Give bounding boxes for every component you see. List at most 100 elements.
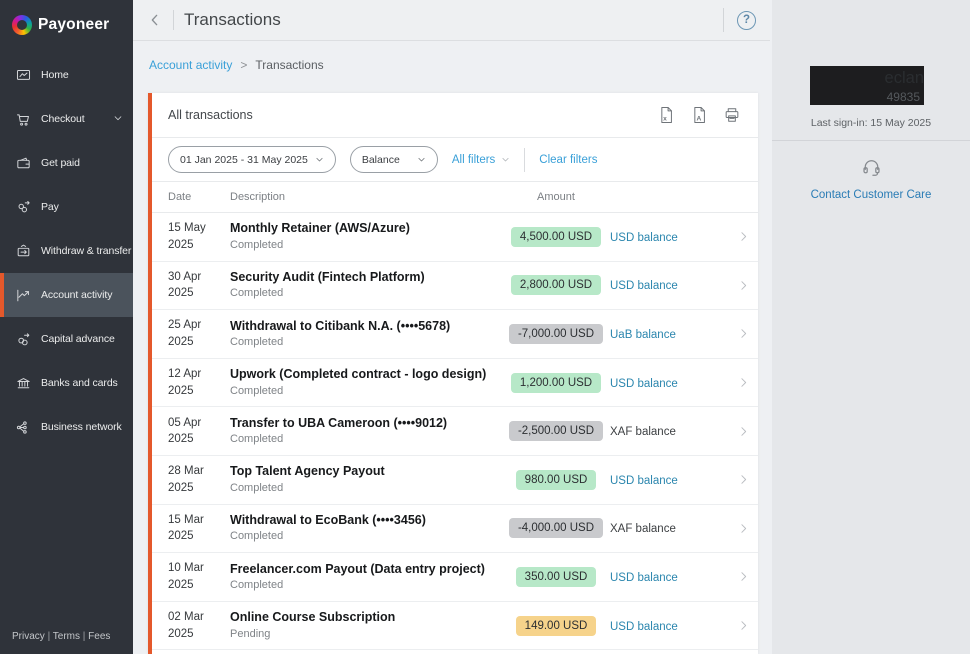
back-chevron-icon <box>151 14 158 26</box>
amount-badge: 980.00 USD <box>515 469 597 490</box>
account-panel: eclan 49835 Last sign-in: 15 May 2025 Co… <box>772 0 970 654</box>
table-row[interactable]: 28 Mar 2025 Top Talent Agency Payout Comp… <box>152 455 758 505</box>
balance-filter[interactable]: Balance <box>349 146 438 173</box>
transaction-description: Freelancer.com Payout (Data entry projec… <box>230 561 485 576</box>
footer-link-privacy[interactable]: Privacy <box>12 631 45 642</box>
table-row[interactable]: 30 Apr 2025 Security Audit (Fintech Platf… <box>152 261 758 311</box>
balance-link[interactable]: UaB balance <box>610 328 676 341</box>
help-button[interactable]: ? <box>737 10 756 30</box>
amount-badge: 149.00 USD <box>515 615 597 636</box>
balance-link[interactable]: USD balance <box>610 280 678 293</box>
table-row[interactable]: 02 Mar 2025 Online Course Subscription Pe… <box>152 601 758 651</box>
business-network-icon <box>15 419 32 436</box>
row-chevron-icon <box>728 327 758 340</box>
sidebar-item-pay[interactable]: Pay <box>0 185 133 229</box>
date-range-filter[interactable]: 01 Jan 2025 - 31 May 2025 <box>168 146 336 173</box>
sidebar-item-home[interactable]: Home <box>0 53 133 97</box>
print-button[interactable] <box>722 105 742 125</box>
back-button[interactable] <box>147 12 163 28</box>
amount-badge: 1,200.00 USD <box>510 372 602 393</box>
all-filters-button[interactable]: All filters <box>452 154 510 166</box>
sidebar-footer-links: Privacy | Terms | Fees <box>12 631 111 642</box>
all-filters-label: All filters <box>451 153 496 166</box>
topbar: Transactions ? <box>133 0 770 41</box>
table-row[interactable]: 25 Apr 2025 Withdrawal to Citibank N.A. (… <box>152 310 758 359</box>
balance-link[interactable]: USD balance <box>610 474 678 487</box>
transaction-date: 30 Apr 2025 <box>168 270 202 300</box>
last-sign-in: Last sign-in: 15 May 2025 <box>810 117 932 129</box>
transactions-card-header: All transactions x A <box>152 93 758 138</box>
sidebar: Payoneer Home Checkout Get paid Pay With… <box>0 0 133 654</box>
topbar-divider <box>173 10 174 30</box>
transaction-date: 25 Apr 2025 <box>168 319 202 348</box>
amount-badge: 350.00 USD <box>515 566 597 587</box>
balance-link[interactable]: USD balance <box>610 620 678 633</box>
sidebar-item-get-paid[interactable]: Get paid <box>0 141 133 185</box>
user-info-section: eclan 49835 Last sign-in: 15 May 2025 <box>772 0 970 141</box>
chevron-down-icon <box>315 155 324 164</box>
pay-coins-icon <box>15 199 32 216</box>
filter-divider <box>524 147 526 172</box>
contact-section: Contact Customer Care <box>772 141 970 201</box>
breadcrumb-link-account-activity[interactable]: Account activity <box>149 57 233 72</box>
withdraw-transfer-icon <box>15 243 32 260</box>
balance-link[interactable]: USD balance <box>610 571 678 584</box>
transaction-date: 05 Apr 2025 <box>168 416 202 446</box>
transaction-date: 28 Mar 2025 <box>168 465 204 494</box>
home-icon <box>15 67 32 84</box>
checkout-cart-icon <box>15 111 32 128</box>
sidebar-item-account-activity[interactable]: Account activity <box>0 273 133 317</box>
amount-badge: 2,800.00 USD <box>510 275 602 296</box>
transaction-description: Withdrawal to EcoBank (••••3456) <box>230 512 426 527</box>
sidebar-item-withdraw-transfer[interactable]: Withdraw & transfer <box>0 229 133 273</box>
transaction-status: Completed <box>230 579 284 591</box>
balance-link[interactable]: USD balance <box>610 377 678 390</box>
sidebar-item-label: Banks and cards <box>41 377 118 389</box>
row-chevron-icon <box>728 522 758 535</box>
excel-export-button[interactable]: x <box>656 105 676 125</box>
transaction-date: 15 May 2025 <box>168 222 206 251</box>
main-content: Transactions ? Account activity > Transa… <box>133 0 770 654</box>
table-row[interactable]: 15 Mar 2025 Withdrawal to EcoBank (••••34… <box>152 504 758 554</box>
sidebar-item-label: Get paid <box>41 157 80 169</box>
footer-link-fees[interactable]: Fees <box>88 631 111 642</box>
chevron-down-icon <box>417 155 426 164</box>
payoneer-logo[interactable]: Payoneer <box>0 0 133 47</box>
pdf-export-icon: A <box>694 107 705 123</box>
transaction-description: Online Course Subscription <box>230 610 396 625</box>
table-row[interactable]: 05 Apr 2025 Transfer to UBA Cameroon (•••… <box>152 407 758 456</box>
pdf-export-button[interactable]: A <box>689 105 709 125</box>
filter-bar: 01 Jan 2025 - 31 May 2025 Balance All fi… <box>152 138 758 182</box>
balance-link[interactable]: USD balance <box>610 231 678 244</box>
column-header-date: Date <box>168 191 192 203</box>
customer-id-partial: 49835 <box>886 90 920 104</box>
row-chevron-icon <box>728 279 758 292</box>
sidebar-item-checkout[interactable]: Checkout <box>0 97 133 141</box>
sidebar-item-business-network[interactable]: Business network <box>0 405 133 449</box>
transaction-description: Upwork (Completed contract - logo design… <box>230 367 487 382</box>
transaction-description: Transfer to UBA Cameroon (••••9012) <box>230 415 448 430</box>
balance-filter-value: Balance <box>361 153 400 166</box>
balance-link: XAF balance <box>610 523 676 536</box>
row-chevron-icon <box>728 619 758 632</box>
sidebar-item-label: Checkout <box>41 113 85 125</box>
row-chevron-icon <box>728 230 758 243</box>
clear-filters-button[interactable]: Clear filters <box>539 153 598 166</box>
sidebar-item-label: Account activity <box>41 289 113 301</box>
table-row[interactable]: 12 Apr 2025 Upwork (Completed contract - … <box>152 358 758 408</box>
transaction-description: Security Audit (Fintech Platform) <box>230 269 425 284</box>
transaction-status: Completed <box>230 481 284 494</box>
table-row[interactable]: 10 Mar 2025 Freelancer.com Payout (Data e… <box>152 553 758 602</box>
amount-badge: -7,000.00 USD <box>508 323 604 344</box>
headset-icon <box>860 156 883 184</box>
capital-advance-icon <box>15 331 32 348</box>
sidebar-item-banks-and-cards[interactable]: Banks and cards <box>0 361 133 405</box>
transactions-title: All transactions <box>168 108 253 122</box>
amount-badge: -4,000.00 USD <box>508 518 604 539</box>
table-row[interactable]: 15 May 2025 Monthly Retainer (AWS/Azure) … <box>152 213 758 262</box>
contact-customer-care-link[interactable]: Contact Customer Care <box>810 189 932 201</box>
export-actions: x A <box>656 105 742 125</box>
footer-link-terms[interactable]: Terms <box>52 631 81 642</box>
sidebar-item-capital-advance[interactable]: Capital advance <box>0 317 133 361</box>
